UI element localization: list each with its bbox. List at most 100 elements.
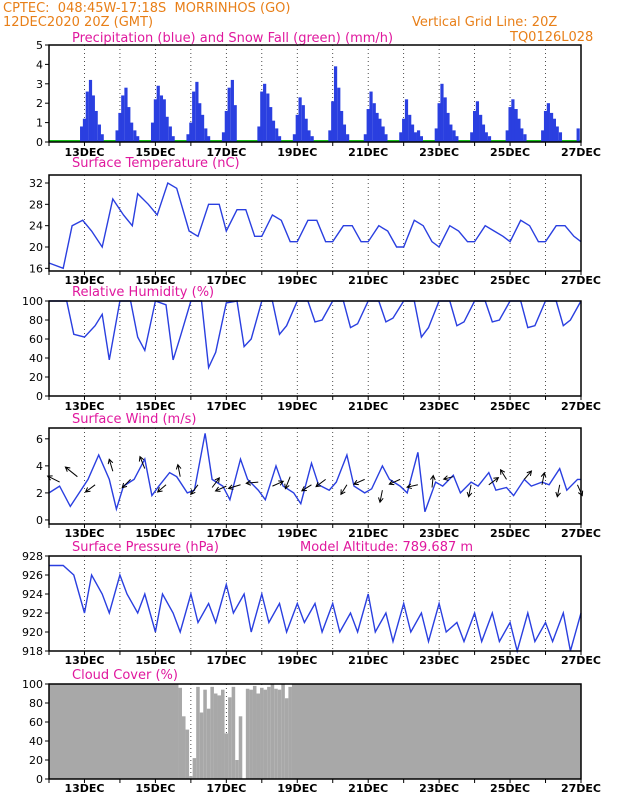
cloud-bar xyxy=(256,693,261,779)
cloud-bar xyxy=(206,708,211,779)
x-tick-label: 19DEC xyxy=(277,654,317,667)
precip-bar xyxy=(221,132,226,142)
y-tick-label: 2 xyxy=(36,487,43,500)
y-tick-label: 40 xyxy=(29,352,43,365)
precip-bar xyxy=(186,134,190,142)
cloud-bar xyxy=(185,729,190,779)
precip-bar xyxy=(481,124,486,142)
humidity-line xyxy=(49,300,582,371)
run-time: 12DEC2020 20Z (GMT) xyxy=(3,15,153,30)
wind-arrow xyxy=(499,468,507,480)
precip-bar xyxy=(195,81,199,142)
precip-bar xyxy=(127,107,131,142)
x-tick-label: 15DEC xyxy=(135,274,175,287)
cloud-cover-frame xyxy=(48,683,582,780)
precip-bar xyxy=(402,118,406,142)
precip-bar xyxy=(88,79,93,142)
x-tick-label: 15DEC xyxy=(135,782,175,795)
station-info: CPTEC: 048:45W-17:18S MORRINHOS (GO) xyxy=(3,1,290,16)
precip-bar xyxy=(85,91,89,142)
cloud-bar xyxy=(199,712,204,779)
cloud-bar xyxy=(291,684,296,779)
x-tick-label: 17DEC xyxy=(206,782,246,795)
cloud-bar xyxy=(267,686,271,779)
wind-arrow xyxy=(378,490,384,504)
precip-bar xyxy=(473,110,477,142)
precip-bar xyxy=(404,99,409,142)
cloud-bar xyxy=(238,716,243,779)
precip-bar xyxy=(301,105,305,142)
x-tick-label: 15DEC xyxy=(135,654,175,667)
precip-bar xyxy=(410,124,415,142)
precip-bar xyxy=(555,126,559,142)
precip-bar xyxy=(233,105,237,142)
temperature-title: Surface Temperature (nC) xyxy=(72,156,240,171)
precip-bar xyxy=(523,134,527,142)
cloud-bar xyxy=(245,688,250,779)
precip-bar xyxy=(230,79,234,142)
y-tick-label: 918 xyxy=(22,645,43,658)
precip-bar xyxy=(257,126,261,142)
precip-bar xyxy=(514,109,518,142)
y-tick-label: 60 xyxy=(29,333,43,346)
precip-bar xyxy=(413,132,417,142)
temperature-frame xyxy=(48,174,582,272)
humidity-panel: Relative Humidity (%) 0 20 40 60 80 100 13DEC 15… xyxy=(22,285,601,413)
wind-arrow xyxy=(555,484,561,498)
x-tick-label: 17DEC xyxy=(206,527,246,540)
wind-line xyxy=(48,433,581,513)
precip-bar xyxy=(121,95,125,142)
y-tick-label: 2 xyxy=(36,97,43,110)
grid-line-note: Vertical Grid Line: 20Z xyxy=(412,15,557,30)
x-tick-label: 13DEC xyxy=(64,400,104,413)
x-tick-label: 15DEC xyxy=(135,400,175,413)
wind-arrow xyxy=(107,458,114,472)
y-tick-label: 24 xyxy=(29,220,43,233)
precip-bar xyxy=(82,118,87,142)
wind-arrow xyxy=(466,484,473,498)
cloud-cover-panel: Cloud Cover (%) 0 20 40 60 80 100 13DEC 15DEC 17D… xyxy=(22,668,601,795)
precip-bar xyxy=(162,99,166,142)
cloud-bar xyxy=(235,760,239,779)
precip-bar xyxy=(576,128,580,142)
precip-bar xyxy=(434,128,438,142)
precip-bar xyxy=(150,122,155,142)
precip-bar xyxy=(470,132,474,142)
y-tick-label: 100 xyxy=(22,295,43,308)
temperature-panel: Surface Temperature (nC) 16 20 24 28 32 13DEC 1… xyxy=(29,156,601,287)
y-tick-label: 20 xyxy=(29,371,43,384)
x-tick-label: 21DEC xyxy=(348,527,388,540)
precip-bar xyxy=(165,116,169,142)
precip-bar xyxy=(277,136,282,142)
precip-bar xyxy=(124,87,128,142)
cloud-bar xyxy=(196,686,200,779)
x-tick-label: 27DEC xyxy=(561,274,601,287)
x-tick-label: 25DEC xyxy=(490,527,530,540)
precip-bar xyxy=(192,91,196,142)
y-tick-label: 3 xyxy=(36,78,43,91)
x-tick-label: 25DEC xyxy=(490,146,530,159)
precip-bar xyxy=(171,136,175,142)
cloud-bar xyxy=(252,685,257,779)
y-tick-label: 6 xyxy=(36,433,43,446)
cloud-bar xyxy=(260,687,264,779)
cloud-bar xyxy=(228,697,232,779)
wind-arrow xyxy=(121,479,131,489)
precip-bar xyxy=(437,103,441,142)
wind-arrow xyxy=(272,480,285,487)
precip-bar xyxy=(408,114,412,142)
precipitation-frame xyxy=(48,44,582,143)
y-tick-label: 0 xyxy=(36,773,43,786)
precip-bar xyxy=(399,132,403,142)
cloud-bar xyxy=(284,698,289,779)
x-tick-label: 23DEC xyxy=(419,782,459,795)
precip-bar xyxy=(80,126,84,142)
wind-arrow xyxy=(406,483,418,490)
precip-bar xyxy=(94,110,98,142)
x-tick-label: 17DEC xyxy=(206,400,246,413)
wind-arrow xyxy=(430,474,436,488)
wind-arrow xyxy=(175,463,182,477)
precip-bar xyxy=(328,130,332,142)
pressure-panel: Surface Pressure (hPa) 918 920 922 924 926 928… xyxy=(22,540,601,667)
precip-bar xyxy=(168,126,172,142)
